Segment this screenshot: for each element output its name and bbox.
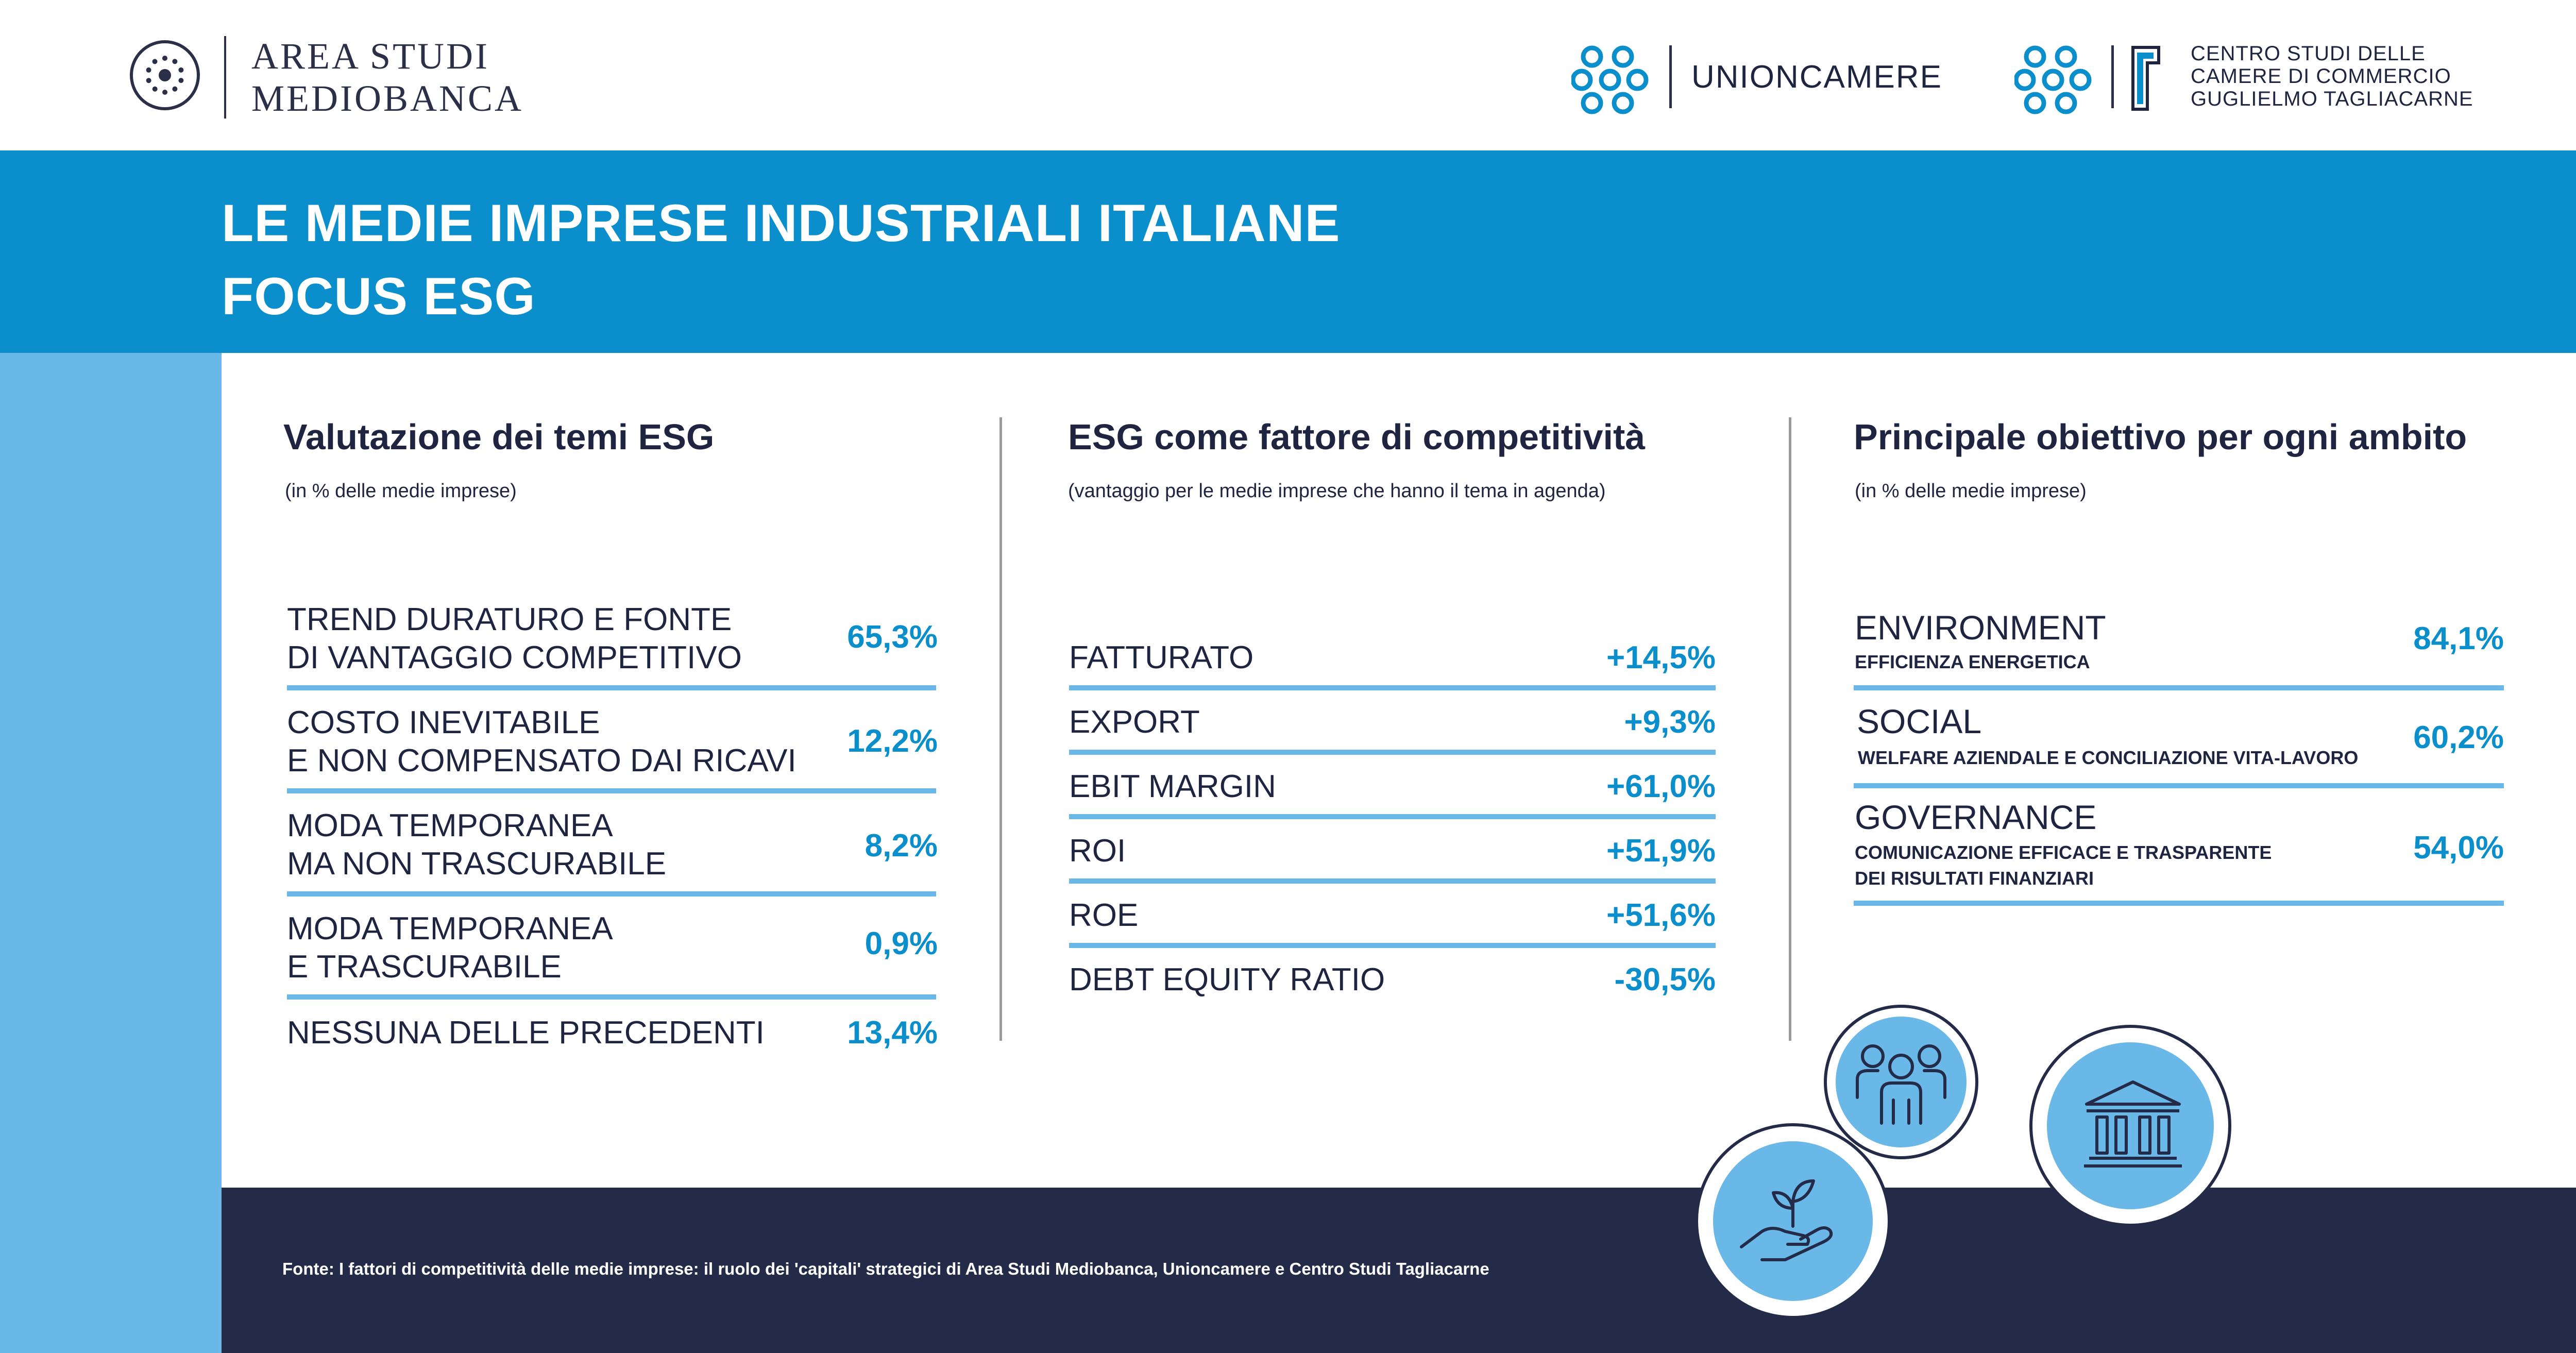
col2-row-label: FATTURATO <box>1069 640 1254 675</box>
plant-icon-disc <box>1713 1141 1873 1301</box>
col2-row-value: -30,5% <box>1614 962 1716 997</box>
column-divider <box>1789 417 1791 1041</box>
col2-row-label: EXPORT <box>1069 704 1200 740</box>
col1-row-label: NESSUNA DELLE PRECEDENTI <box>287 1015 765 1051</box>
col2-row-label: ROI <box>1069 833 1126 869</box>
col3-row-name: SOCIAL <box>1857 702 1982 740</box>
col1-row-value: 13,4% <box>847 1015 938 1051</box>
col3-row-value: 84,1% <box>2413 621 2504 656</box>
bank-icon-disc <box>2032 1028 2228 1224</box>
people-icon-disc <box>1836 1017 1967 1147</box>
col2-row-value: +51,9% <box>1606 833 1716 869</box>
centro-studi-divider <box>2111 45 2114 108</box>
row-divider <box>1069 878 1716 884</box>
title-band <box>0 150 2576 353</box>
col2-row-value: +61,0% <box>1606 769 1716 804</box>
col3-row-subtitle: EFFICIENZA ENERGETICA <box>1855 651 2090 672</box>
col3-row-value: 60,2% <box>2413 720 2504 755</box>
col1-row-value: 12,2% <box>847 723 938 759</box>
row-divider <box>287 994 936 1000</box>
col1-row-label: COSTO INEVITABILE E NON COMPENSATO DAI R… <box>287 705 796 779</box>
col1-row-label: MODA TEMPORANEA E TRASCURABILE <box>287 911 613 985</box>
col2-row-value: +9,3% <box>1624 704 1716 740</box>
left-accent-bar <box>0 353 222 1353</box>
page-title: LE MEDIE IMPRESE INDUSTRIALI ITALIANE FO… <box>222 187 1341 333</box>
column-divider <box>999 417 1002 1041</box>
bank-building-icon <box>2084 1080 2182 1168</box>
centro-studi-line1: CENTRO STUDI DELLE <box>2191 42 2426 65</box>
unioncamere-logo-icon <box>1571 45 1649 114</box>
tagliacarne-emblem-icon <box>2131 46 2160 111</box>
col2-subtitle: (vantaggio per le medie imprese che hann… <box>1068 480 1606 502</box>
col3-subtitle: (in % delle medie imprese) <box>1855 480 2087 502</box>
logo-divider <box>224 36 226 119</box>
col2-row-label: DEBT EQUITY RATIO <box>1069 962 1385 997</box>
row-divider <box>1069 943 1716 948</box>
col3-row-name: ENVIRONMENT <box>1855 608 2106 647</box>
plant-hand-icon <box>1740 1179 1833 1261</box>
centro-studi-logo-icon <box>2014 45 2092 114</box>
centro-studi-line3: GUGLIELMO TAGLIACARNE <box>2191 88 2473 110</box>
people-icon <box>1856 1044 1946 1125</box>
col2-row-value: +14,5% <box>1606 640 1716 675</box>
row-divider <box>287 788 936 793</box>
row-divider <box>1069 685 1716 690</box>
title-line2: FOCUS ESG <box>222 267 536 326</box>
row-divider <box>287 685 936 690</box>
mediobanca-logo-text: AREA STUDI MEDIOBANCA <box>251 35 523 120</box>
col3-row-name: GOVERNANCE <box>1855 798 2097 836</box>
col3-title: Principale obiettivo per ogni ambito <box>1854 417 2467 457</box>
centro-studi-line2: CAMERE DI COMMERCIO <box>2191 65 2451 88</box>
row-divider <box>287 891 936 897</box>
col3-row-subtitle: WELFARE AZIENDALE E CONCILIAZIONE VITA-L… <box>1858 747 2359 768</box>
row-divider <box>1854 685 2504 690</box>
col3-row-value: 54,0% <box>2413 830 2504 866</box>
row-divider <box>1854 901 2504 906</box>
mediobanca-line2: MEDIOBANCA <box>251 78 524 119</box>
row-divider <box>1069 750 1716 755</box>
col1-row-value: 65,3% <box>847 619 938 655</box>
col2-row-label: EBIT MARGIN <box>1069 769 1276 804</box>
centro-studi-label: CENTRO STUDI DELLE CAMERE DI COMMERCIO G… <box>2191 42 2473 110</box>
col3-row-subtitle: COMUNICAZIONE EFFICACE E TRASPARENTE DEI… <box>1855 842 2272 889</box>
col2-row-value: +51,6% <box>1606 898 1716 933</box>
col1-subtitle: (in % delle medie imprese) <box>285 480 517 502</box>
source-note: Fonte: I fattori di competitività delle … <box>282 1259 1489 1278</box>
col2-title: ESG come fattore di competitività <box>1068 417 1646 457</box>
footer-band <box>222 1188 2576 1353</box>
col2-row-label: ROE <box>1069 898 1139 933</box>
col1-row-value: 8,2% <box>865 828 938 864</box>
title-line1: LE MEDIE IMPRESE INDUSTRIALI ITALIANE <box>222 194 1341 252</box>
unioncamere-divider <box>1669 45 1672 108</box>
unioncamere-label: UNIONCAMERE <box>1691 59 1943 95</box>
col1-row-value: 0,9% <box>865 926 938 961</box>
col1-title: Valutazione dei temi ESG <box>283 417 715 457</box>
col1-row-label: TREND DURATURO E FONTE DI VANTAGGIO COMP… <box>287 602 742 675</box>
row-divider <box>1854 783 2504 788</box>
mediobanca-line1: AREA STUDI <box>251 36 490 77</box>
col1-row-label: MODA TEMPORANEA MA NON TRASCURABILE <box>287 808 667 882</box>
mediobanca-seal-logo <box>130 40 200 110</box>
row-divider <box>1069 814 1716 819</box>
